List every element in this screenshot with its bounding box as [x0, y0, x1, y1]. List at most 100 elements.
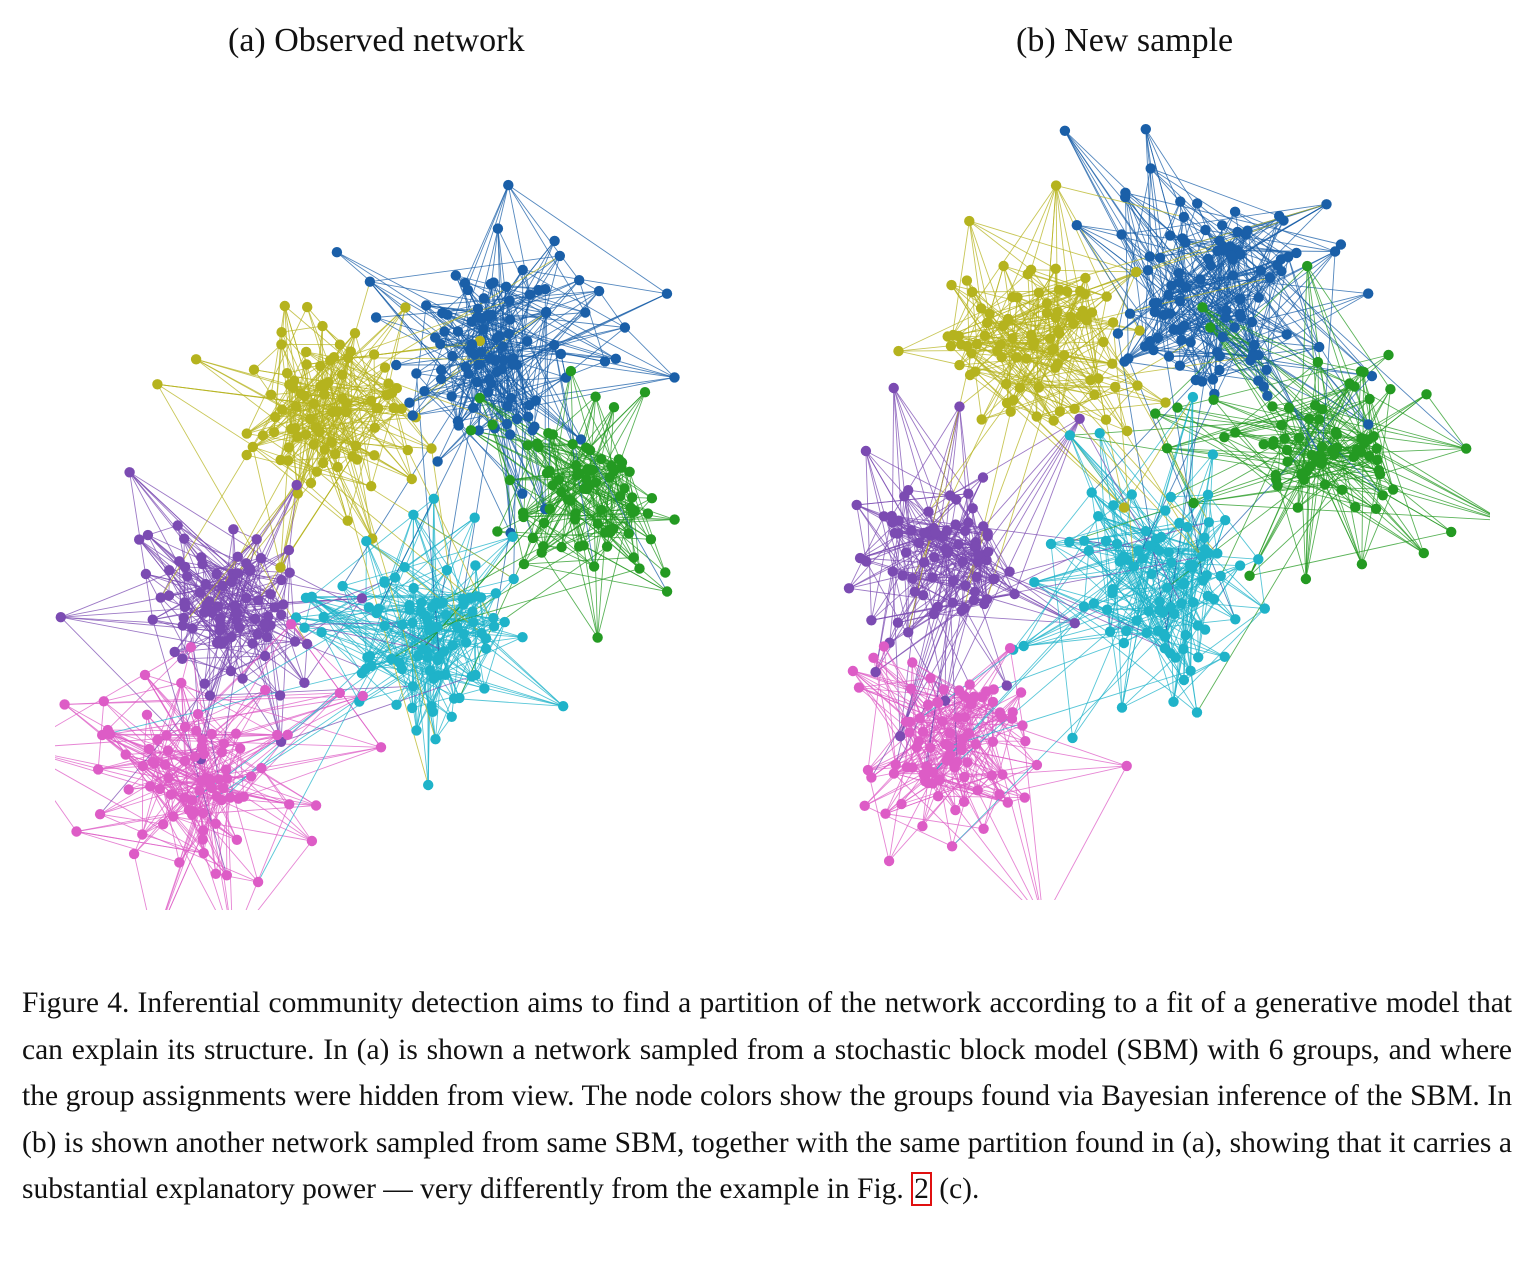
- network-node: [1086, 487, 1097, 498]
- network-node: [547, 429, 558, 440]
- network-node: [1166, 557, 1177, 568]
- network-node: [538, 517, 550, 529]
- network-node: [1009, 588, 1020, 600]
- network-node: [1208, 394, 1219, 405]
- network-node: [426, 701, 437, 712]
- network-node: [104, 729, 116, 740]
- network-node: [1212, 548, 1223, 559]
- network-node: [1199, 624, 1211, 635]
- network-node: [458, 628, 469, 640]
- network-node: [1293, 432, 1305, 443]
- network-node: [314, 426, 325, 438]
- network-node: [917, 821, 928, 832]
- network-node: [300, 429, 312, 440]
- figure-reference-link[interactable]: 2: [911, 1172, 932, 1206]
- network-node: [352, 454, 363, 465]
- network-node: [972, 556, 983, 568]
- network-node: [1168, 324, 1179, 335]
- network-node: [1128, 561, 1140, 572]
- network-node: [1421, 389, 1432, 400]
- network-node: [1461, 443, 1472, 454]
- network-node: [1199, 532, 1210, 543]
- network-node: [134, 534, 145, 545]
- network-node: [1363, 419, 1374, 430]
- network-node: [1134, 325, 1145, 336]
- network-node: [172, 520, 183, 531]
- group-cyan-nodes: [290, 493, 569, 791]
- network-node: [1104, 626, 1116, 637]
- network-node: [497, 341, 509, 352]
- network-node: [932, 791, 944, 802]
- network-node: [492, 526, 503, 537]
- network-node: [345, 346, 356, 357]
- network-node: [221, 764, 232, 775]
- network-node: [1018, 640, 1029, 652]
- network-node: [553, 474, 565, 485]
- network-node: [1116, 702, 1128, 713]
- network-node: [958, 733, 969, 744]
- network-node: [369, 450, 380, 461]
- network-node: [1021, 353, 1032, 364]
- network-node: [1235, 249, 1246, 260]
- network-node: [628, 552, 639, 563]
- network-node: [888, 768, 900, 779]
- network-node: [446, 711, 457, 722]
- network-node: [1300, 573, 1312, 585]
- network-node: [388, 402, 399, 414]
- network-node: [1100, 535, 1112, 547]
- network-node: [669, 514, 680, 525]
- network-node: [1163, 547, 1174, 558]
- network-node: [375, 742, 387, 753]
- network-node: [289, 375, 300, 387]
- network-node: [1054, 406, 1065, 417]
- network-node: [847, 665, 859, 677]
- network-node: [498, 354, 510, 365]
- network-node: [998, 260, 1009, 272]
- network-node: [325, 355, 336, 366]
- network-node: [1159, 631, 1171, 642]
- network-node: [1279, 433, 1290, 444]
- network-node: [1234, 308, 1245, 320]
- network-node: [334, 339, 346, 350]
- network-panel-a: [55, 179, 680, 910]
- network-node: [982, 528, 993, 539]
- network-node: [471, 376, 483, 388]
- group-purple-nodes: [55, 467, 368, 765]
- network-node: [247, 441, 258, 453]
- network-node: [866, 615, 877, 626]
- network-node: [430, 734, 441, 745]
- network-node: [883, 855, 895, 867]
- network-node: [491, 332, 502, 344]
- network-node: [893, 345, 904, 357]
- network-node: [484, 353, 495, 364]
- network-node: [169, 646, 180, 658]
- network-node: [1112, 328, 1124, 339]
- network-node: [556, 541, 567, 553]
- network-node: [337, 393, 348, 404]
- network-node: [137, 760, 149, 772]
- group-green-nodes: [465, 365, 680, 643]
- network-node: [289, 636, 301, 647]
- network-node: [189, 806, 200, 818]
- network-node: [627, 492, 638, 503]
- network-node: [983, 546, 994, 557]
- network-node: [211, 791, 222, 802]
- network-node: [164, 565, 175, 576]
- network-node: [407, 617, 418, 628]
- network-node: [330, 448, 341, 460]
- network-node: [386, 653, 397, 665]
- network-node: [599, 356, 611, 367]
- network-node: [907, 762, 918, 773]
- network-node: [233, 793, 244, 804]
- network-node: [1371, 454, 1383, 466]
- network-node: [178, 612, 189, 624]
- network-node: [501, 418, 513, 430]
- network-node: [580, 307, 591, 318]
- network-node: [1050, 312, 1061, 323]
- network-node: [428, 673, 439, 684]
- network-node: [408, 582, 419, 594]
- network-node: [1000, 378, 1012, 390]
- network-node: [1132, 380, 1143, 391]
- network-node: [124, 467, 135, 478]
- network-node: [1276, 266, 1287, 277]
